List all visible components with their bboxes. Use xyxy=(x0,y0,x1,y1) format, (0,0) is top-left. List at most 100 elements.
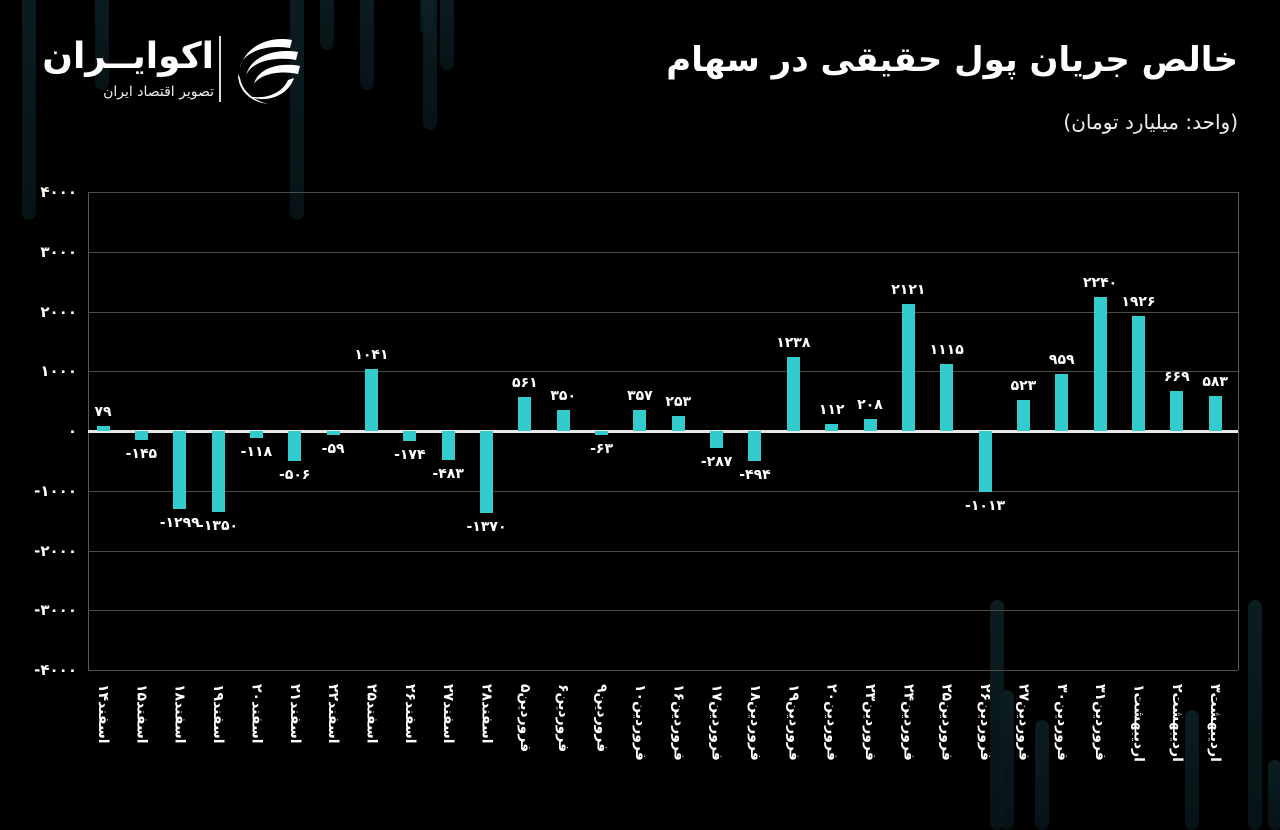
bar-value-label: ۱۲۳۸ xyxy=(776,335,811,352)
gridline xyxy=(88,550,1238,552)
x-tick-label: اسفند۱۵ xyxy=(133,684,150,744)
bar-value-label: -۱۲۹۹ xyxy=(159,514,200,531)
bar-value-label: -۱۴۵ xyxy=(125,445,158,462)
y-tick-label: ۳۰۰۰ xyxy=(40,242,77,261)
bar-value-label: -۱۳۷۰ xyxy=(466,518,507,535)
x-tick-label: فروردین۳۱ xyxy=(1092,684,1109,761)
x-tick-label: فروردین۶ xyxy=(555,684,572,753)
bar-value-label: -۱۷۴ xyxy=(394,447,426,464)
x-tick-label: اسفند۲۵ xyxy=(363,684,380,744)
bar-value-label: ۱۱۲ xyxy=(818,402,845,419)
bar xyxy=(978,431,992,492)
bar xyxy=(901,304,915,431)
x-tick-label: فروردین۲۷ xyxy=(1015,684,1032,761)
x-tick-label: اردیبهشت۲ xyxy=(1168,684,1185,762)
x-tick-label: فروردین۱۶ xyxy=(670,684,687,761)
gridline xyxy=(88,371,1238,373)
y-tick-label: ۲۰۰۰ xyxy=(40,302,77,321)
bar-value-label: ۱۹۲۶ xyxy=(1121,293,1156,310)
bar xyxy=(249,431,263,439)
chart-subtitle: (واحد: میلیارد تومان) xyxy=(1063,110,1238,134)
bar xyxy=(671,415,685,431)
x-tick-label: فروردین۲۰ xyxy=(823,684,840,761)
y-tick-label: ۰ xyxy=(67,422,77,440)
logo-divider xyxy=(219,36,221,102)
x-tick-label: فروردین۲۳ xyxy=(862,684,878,761)
bar xyxy=(518,397,532,431)
x-tick-label: اسفند۱۴ xyxy=(95,684,111,744)
bar-value-label: ۷۹ xyxy=(94,404,112,421)
bar-value-label: ۵۲۳ xyxy=(1010,377,1037,394)
bar xyxy=(403,431,417,442)
bar-value-label: -۲۸۷ xyxy=(700,454,733,471)
y-tick-label: -۴۰۰۰ xyxy=(34,661,77,679)
x-tick-label: فروردین۵ xyxy=(516,684,533,753)
bar xyxy=(134,431,148,440)
bar xyxy=(825,424,839,431)
bar-value-label: -۱۱۸ xyxy=(240,444,273,461)
bar-value-label: -۶۳ xyxy=(590,440,613,457)
y-tick-label: -۲۰۰۰ xyxy=(34,541,77,560)
gridline xyxy=(88,192,1238,193)
ecoiran-logo-icon xyxy=(238,39,300,104)
bar xyxy=(1208,396,1222,431)
bar xyxy=(556,410,570,431)
bar-value-label: ۶۶۹ xyxy=(1163,369,1190,386)
y-tick-label: -۱۰۰۰ xyxy=(34,481,77,500)
bar-value-label: ۱۱۱۵ xyxy=(929,342,964,359)
logo-name: اکوایــران xyxy=(42,36,214,77)
bar-value-label: ۵۶۱ xyxy=(512,375,538,392)
bar xyxy=(96,426,110,431)
gridline xyxy=(88,670,1238,671)
bar xyxy=(1055,373,1069,431)
bar-value-label: -۴۹۴ xyxy=(739,466,771,483)
gridline xyxy=(88,610,1238,612)
x-tick-label: فروردین۱۰ xyxy=(631,684,648,761)
y-tick-label: ۱۰۰۰ xyxy=(40,362,77,381)
bar xyxy=(863,418,877,431)
gridline xyxy=(88,311,1238,313)
bar xyxy=(710,431,724,449)
gridline xyxy=(88,490,1238,492)
zero-line xyxy=(88,430,1238,433)
plot-border-right xyxy=(1238,192,1239,670)
x-tick-label: اسفند۱۸ xyxy=(171,684,188,744)
bar-value-label: -۱۰۱۳ xyxy=(965,497,1006,514)
x-tick-label: اردیبهشت۳ xyxy=(1207,684,1224,762)
bar-value-label: ۲۰۸ xyxy=(857,396,883,413)
bar-value-label: ۲۵۳ xyxy=(665,393,692,410)
x-tick-label: اسفند۲۰ xyxy=(248,684,265,744)
y-tick-label: -۳۰۰۰ xyxy=(34,601,77,620)
bar-value-label: ۵۸۳ xyxy=(1202,374,1228,391)
bar xyxy=(326,431,340,435)
gridline xyxy=(88,251,1238,253)
bar-value-label: -۵۰۶ xyxy=(279,467,311,484)
bar xyxy=(1131,315,1145,431)
x-tick-label: فروردین۳۰ xyxy=(1053,684,1070,761)
bar-value-label: ۳۵۰ xyxy=(550,388,577,405)
bar xyxy=(211,431,225,512)
x-tick-label: فروردین۱۷ xyxy=(708,684,725,761)
bar-value-label: ۲۲۴۰ xyxy=(1083,275,1118,292)
x-tick-label: فروردین۱۹ xyxy=(785,684,802,761)
bar xyxy=(786,357,800,431)
x-tick-label: اسفند۲۷ xyxy=(440,684,457,744)
bar xyxy=(288,431,302,462)
x-tick-label: فروردین۹ xyxy=(593,684,610,753)
bar-value-label: -۵۹ xyxy=(321,440,345,457)
x-tick-label: اسفند۲۱ xyxy=(286,684,303,744)
x-tick-label: اردیبهشت۱ xyxy=(1130,684,1147,762)
bar-value-label: ۳۵۷ xyxy=(627,387,653,404)
chart-title: خالص جریان پول حقیقی در سهام xyxy=(666,40,1238,80)
bar xyxy=(441,431,455,460)
bar xyxy=(595,431,609,435)
x-tick-label: فروردین۲۴ xyxy=(900,684,917,761)
bar xyxy=(748,431,762,461)
bar xyxy=(1170,391,1184,431)
x-tick-label: فروردین۲۵ xyxy=(938,684,955,761)
x-tick-label: فروردین۲۶ xyxy=(977,684,994,761)
bar-value-label: ۲۱۲۱ xyxy=(891,282,926,299)
bar xyxy=(1093,297,1107,431)
bar-value-label: ۹۵۹ xyxy=(1048,351,1075,368)
